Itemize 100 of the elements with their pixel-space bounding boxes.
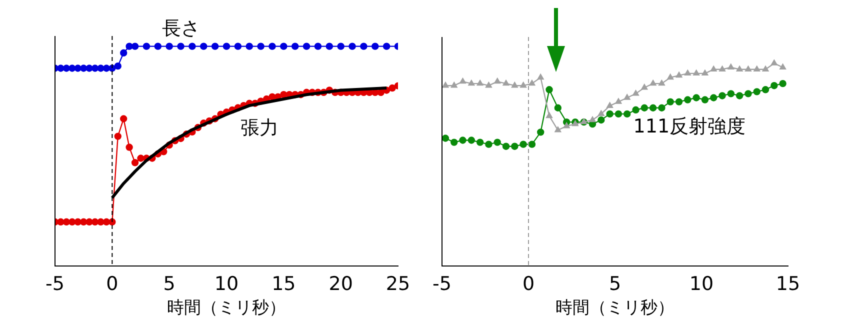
point: [614, 110, 622, 118]
point: [511, 142, 518, 150]
point: [666, 98, 674, 106]
point: [641, 84, 648, 90]
point: [126, 42, 133, 50]
point: [719, 66, 726, 72]
point: [528, 140, 536, 148]
point: [382, 42, 390, 50]
point: [649, 104, 657, 112]
point: [615, 98, 622, 104]
point: [326, 42, 333, 50]
point: [692, 94, 700, 102]
x-tick-label: 10: [689, 273, 714, 296]
point: [211, 42, 219, 50]
point: [554, 126, 562, 132]
x-tick-label: -5: [432, 273, 452, 296]
point: [658, 80, 665, 86]
point: [675, 98, 683, 106]
point: [728, 64, 734, 70]
x-tick-label: 15: [272, 273, 296, 296]
point: [546, 86, 553, 94]
point: [459, 136, 466, 144]
point: [640, 104, 648, 112]
series-label: 張力: [240, 117, 279, 140]
point: [142, 42, 150, 50]
point: [102, 64, 110, 72]
point: [684, 70, 691, 76]
point: [520, 140, 527, 148]
point: [563, 122, 570, 128]
point: [80, 64, 88, 72]
point: [360, 42, 368, 50]
x-tick-label: -5: [46, 273, 64, 296]
point: [554, 104, 562, 112]
point: [302, 42, 310, 50]
point: [632, 106, 640, 114]
point: [450, 138, 458, 146]
point: [268, 42, 276, 50]
point: [702, 70, 708, 76]
x-tick-label: 10: [214, 273, 239, 296]
point: [598, 116, 605, 124]
point: [736, 66, 743, 72]
x-tick-label: 15: [776, 273, 800, 296]
point: [476, 80, 484, 86]
point: [684, 96, 692, 104]
point: [727, 90, 735, 98]
point: [546, 112, 552, 118]
point: [762, 66, 769, 72]
point: [257, 42, 264, 50]
x-axis-title: 時間（ミリ秒）: [167, 298, 286, 318]
x-tick-label: 5: [163, 273, 176, 296]
x-axis-title: 時間（ミリ秒）: [556, 298, 674, 318]
point: [762, 86, 770, 94]
point: [780, 64, 786, 70]
point: [222, 42, 230, 50]
point: [511, 82, 518, 88]
point: [701, 96, 709, 104]
point: [234, 42, 242, 50]
point: [97, 64, 104, 72]
point: [537, 74, 544, 80]
point: [710, 66, 717, 72]
point: [589, 116, 596, 122]
point: [676, 72, 682, 78]
point: [658, 104, 666, 112]
point: [485, 140, 492, 148]
point: [693, 70, 700, 76]
point: [718, 92, 726, 100]
point: [314, 42, 322, 50]
point: [280, 42, 288, 50]
point: [502, 142, 510, 150]
point: [246, 42, 253, 50]
point: [624, 110, 631, 118]
point: [188, 42, 196, 50]
point: [779, 80, 786, 88]
x-tick-label: 0: [522, 273, 535, 296]
point: [632, 90, 639, 96]
point: [502, 80, 510, 86]
point: [120, 49, 128, 56]
point: [710, 94, 718, 102]
point: [468, 136, 476, 144]
point: [736, 92, 744, 100]
point: [442, 134, 450, 142]
point: [468, 80, 475, 86]
point: [68, 64, 76, 72]
point: [131, 42, 139, 50]
point: [667, 74, 674, 80]
point: [166, 42, 173, 50]
point: [606, 110, 614, 118]
point: [537, 128, 544, 136]
point: [494, 78, 501, 84]
point: [57, 64, 64, 72]
x-tick-label: 5: [608, 273, 622, 296]
point: [292, 42, 299, 50]
point: [624, 94, 630, 100]
point: [486, 82, 492, 88]
point: [154, 42, 162, 50]
point: [114, 62, 122, 70]
point: [460, 78, 466, 84]
point: [177, 42, 184, 50]
x-tick-label: 0: [106, 273, 118, 296]
point: [770, 60, 778, 66]
